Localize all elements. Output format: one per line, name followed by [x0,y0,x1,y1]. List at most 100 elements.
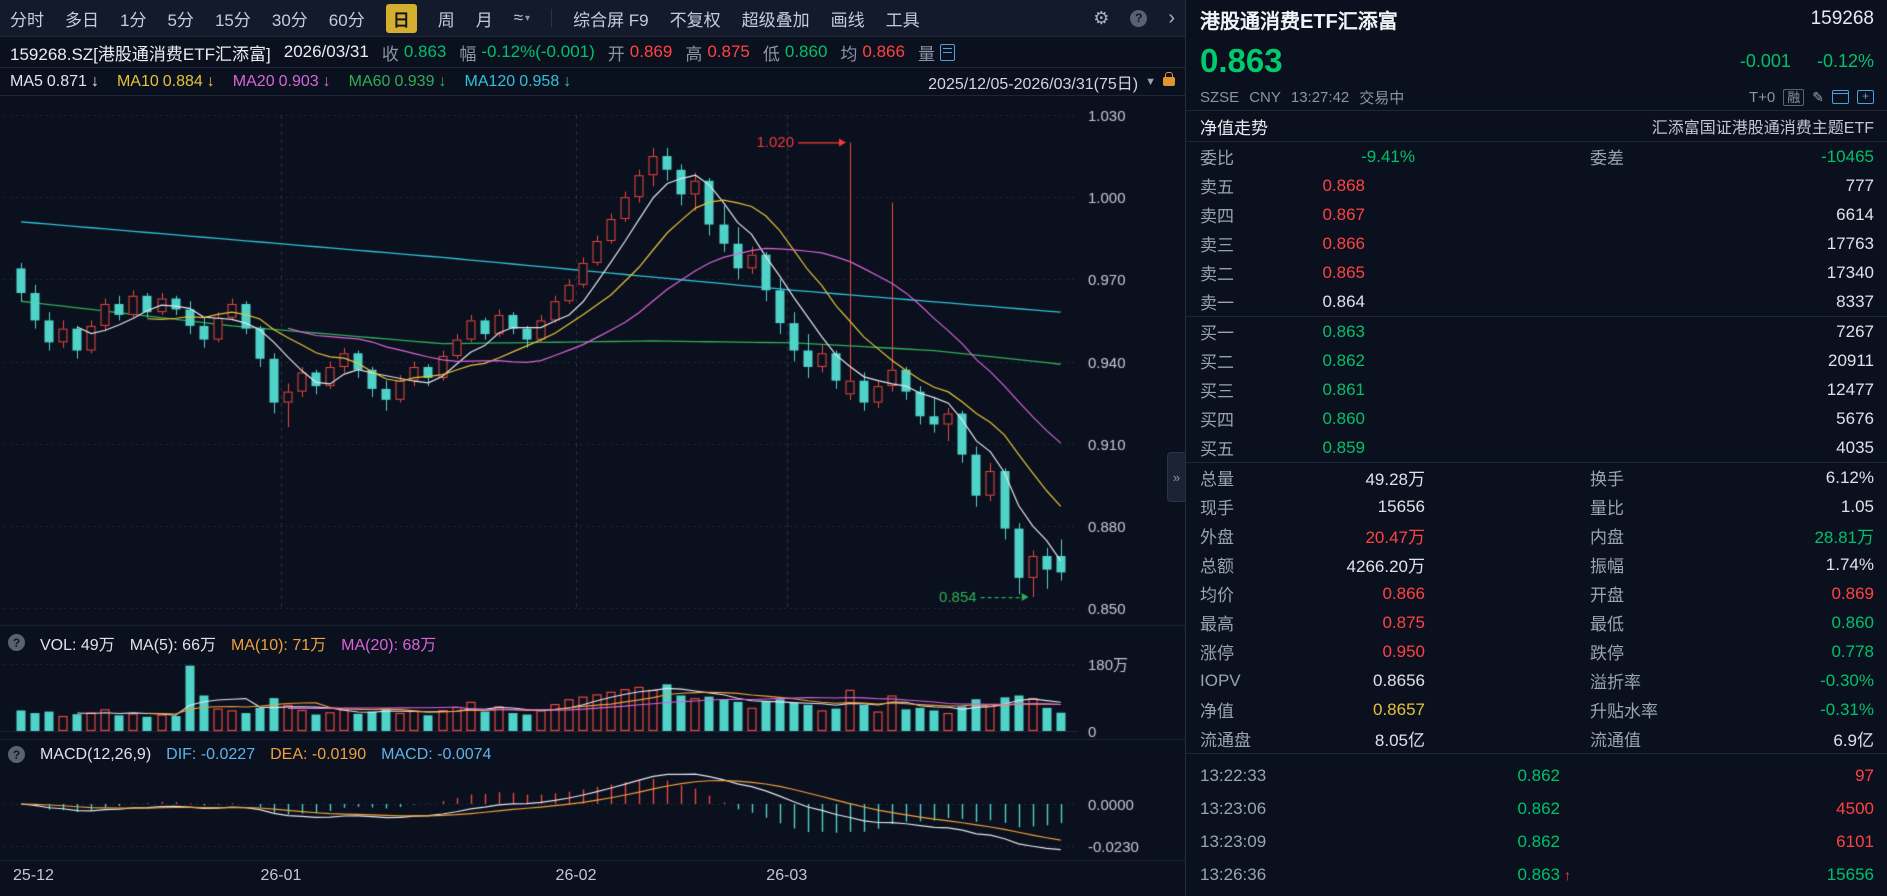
period-tab-intraday[interactable]: 分时 [10,10,44,30]
panel-collapse-handle[interactable]: » [1167,452,1185,502]
ma60-readout: MA60 0.939 ↓ [348,72,447,90]
bid-volume: 4035 [1836,437,1874,457]
bid-price[interactable]: 0.862 [1322,350,1365,370]
stat-row: 现手 15656 量比 1.05 [1200,496,1874,519]
bid-price[interactable]: 0.861 [1322,379,1365,399]
ask-row[interactable]: 卖五 0.868 777 [1200,175,1874,198]
price-row: 0.863 -0.001 -0.12% [1186,38,1887,84]
add-icon[interactable]: + [1857,90,1874,104]
ask-row[interactable]: 卖三 0.866 17763 [1200,233,1874,256]
bid-row[interactable]: 买五 0.859 4035 [1200,437,1874,460]
ask-volume: 8337 [1836,291,1874,311]
menu-draw-line[interactable]: 画线 [830,10,865,30]
help-icon[interactable]: ? [1130,9,1148,27]
stat-row: 总量 49.28万 换手 6.12% [1200,467,1874,490]
stat-row: 流通盘 8.05亿 流通值 6.9亿 [1200,731,1874,750]
stat-row: 均价 0.866 开盘 0.869 [1200,583,1874,606]
menu-tools[interactable]: 工具 [885,10,920,30]
ask-price[interactable]: 0.864 [1322,291,1365,311]
bid-price[interactable]: 0.863 [1322,321,1365,341]
ask-price[interactable]: 0.868 [1322,175,1365,195]
ask-volume: 6614 [1836,204,1874,224]
ma120-readout: MA120 0.958 ↓ [464,72,572,90]
arrow-down-icon: ↓ [90,72,99,90]
ask-price[interactable]: 0.866 [1322,233,1365,253]
x-axis: 25-12 26-01 26-02 26-03 [0,860,1074,896]
x-axis-label: 26-03 [766,867,808,884]
menu-composite-screen[interactable]: 综合屏 F9 [573,10,649,30]
collapse-icon: » [1172,469,1181,485]
ask-price[interactable]: 0.867 [1322,204,1365,224]
dea-readout: DEA: -0.0190 [270,745,367,763]
trade-tick-list[interactable]: 13:22:33 0.862 97 13:23:06 0.862 4500 13… [1186,754,1887,896]
price-change-pct: -0.12% [1816,50,1874,71]
date-range-selector[interactable]: 2025/12/05-2026/03/31(75日) ▼ [928,70,1175,94]
help-icon[interactable]: ? [8,746,25,763]
nav-tab-row: 净值走势 汇添富国证港股通消费主题ETF [1186,111,1887,142]
help-icon[interactable]: ? [8,634,25,651]
date-range-label: 2025/12/05-2026/03/31(75日) [928,75,1139,93]
bid-row[interactable]: 买三 0.861 12477 [1200,379,1874,402]
vol-ma10-readout: MA(10): 71万 [230,636,327,654]
vol-ma5-readout: MA(5): 66万 [129,636,216,654]
ask-levels: 卖五 0.868 777 卖四 0.867 6614 卖三 0.866 1776… [1186,171,1887,317]
kline-chart[interactable] [0,94,1185,896]
window-icon[interactable] [1832,90,1849,104]
bid-volume: 5676 [1836,408,1874,428]
exchange-label: SZSE [1200,88,1240,106]
tick-direction-icon: ↑ [1564,866,1571,883]
ask-volume: 777 [1845,175,1874,195]
period-tab-weekly[interactable]: 周 [437,10,455,30]
period-tab-1min[interactable]: 1分 [120,10,147,30]
tab-nav-trend[interactable]: 净值走势 [1200,118,1268,138]
stat-row: 最高 0.875 最低 0.860 [1200,612,1874,635]
quote-time: 13:27:42 [1290,88,1350,106]
period-tab-15min[interactable]: 15分 [214,10,251,30]
period-tab-60min[interactable]: 60分 [328,10,365,30]
chevron-right-icon[interactable]: › [1168,7,1175,29]
arrow-down-icon: ↓ [206,72,215,90]
order-imbalance-row: 委比 -9.41% 委差 -10465 [1200,146,1874,169]
trading-status: 交易中 [1359,89,1405,107]
ask-row[interactable]: 卖二 0.865 17340 [1200,262,1874,285]
quote-date: 2026/03/31 [283,42,369,61]
vol-readout: VOL: 49万 [40,636,115,654]
bid-price[interactable]: 0.860 [1322,408,1365,428]
bid-row[interactable]: 买二 0.862 20911 [1200,350,1874,373]
quote-info-bar: 159268.SZ[港股通消费ETF汇添富] 2026/03/31 收 0.86… [0,37,1185,68]
stat-row: 涨停 0.950 跌停 0.778 [1200,641,1874,664]
bid-row[interactable]: 买四 0.860 5676 [1200,408,1874,431]
menu-super-overlay[interactable]: 超级叠加 [741,10,810,30]
period-tab-daily[interactable]: 日 [385,3,417,33]
pencil-icon[interactable]: ✎ [1812,88,1824,105]
arrow-down-icon: ↓ [563,72,572,90]
menu-no-adjust[interactable]: 不复权 [669,10,721,30]
stat-row: IOPV 0.8656 溢折率 -0.30% [1200,670,1874,693]
period-tab-5min[interactable]: 5分 [167,10,194,30]
dropdown-icon[interactable]: ▼ [1145,75,1156,88]
ma20-readout: MA20 0.903 ↓ [232,72,331,90]
quote-panel: 港股通消费ETF汇添富 159268 0.863 -0.001 -0.12% S… [1185,0,1887,896]
currency-label: CNY [1249,88,1281,106]
period-tab-30min[interactable]: 30分 [271,10,308,30]
macd-name: MACD(12,26,9) [40,745,152,763]
ask-row[interactable]: 卖一 0.864 8337 [1200,291,1874,314]
ask-price[interactable]: 0.865 [1322,262,1365,282]
bid-row[interactable]: 买一 0.863 7267 [1200,321,1874,344]
caret-down-icon: ▾ [525,12,531,24]
ask-row[interactable]: 卖四 0.867 6614 [1200,204,1874,227]
open-field: 开 0.869 [607,42,673,64]
stat-row: 总额 4266.20万 振幅 1.74% [1200,554,1874,577]
period-tab-multiday[interactable]: 多日 [65,10,99,30]
margin-badge: 融 [1783,88,1805,106]
lock-icon[interactable] [1163,72,1175,86]
bid-volume: 12477 [1826,379,1874,399]
symbol-label: 159268.SZ[港股通消费ETF汇添富] [10,44,271,64]
gear-icon[interactable]: ⚙ [1093,7,1110,28]
change-field: 幅 -0.12%(-0.001) [459,42,595,64]
volume-detail-icon[interactable] [939,43,955,61]
period-tab-monthly[interactable]: 月 [475,10,493,30]
custom-period-dropdown[interactable]: ≈ ▾ [514,8,530,28]
bid-price[interactable]: 0.859 [1322,437,1365,457]
